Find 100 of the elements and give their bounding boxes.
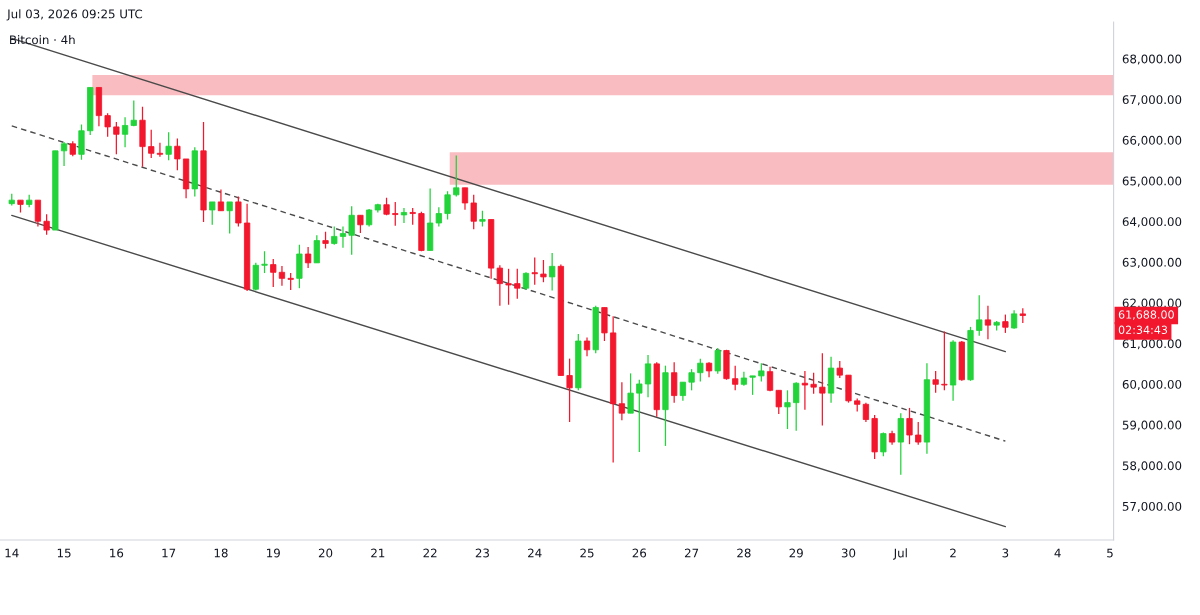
x-tick-label: 24 xyxy=(528,548,542,558)
candlestick xyxy=(435,206,442,228)
candlestick xyxy=(130,99,137,127)
candlestick xyxy=(444,190,451,221)
candlestick xyxy=(732,365,739,391)
x-tick-label: 14 xyxy=(5,548,19,558)
x-tick-label: 21 xyxy=(371,548,385,558)
x-tick-label: 27 xyxy=(684,548,699,558)
chart-subtitle: Jul 03, 2026 09:25 UTC xyxy=(6,9,143,21)
candlestick xyxy=(148,129,155,159)
y-tick-label: 59,000.00 xyxy=(1122,420,1182,431)
candlestick xyxy=(313,234,320,264)
x-tick-label: 15 xyxy=(57,548,71,558)
candlestick xyxy=(400,207,408,224)
y-tick-label: 58,000.00 xyxy=(1122,461,1182,472)
candlestick xyxy=(801,370,809,411)
candlestick xyxy=(671,361,678,404)
candlestick xyxy=(270,258,277,288)
x-tick-label: 4 xyxy=(1054,548,1061,558)
candlestick xyxy=(453,154,460,198)
candlestick xyxy=(60,141,68,167)
text: Bitcoin · 4h xyxy=(10,35,75,45)
candlestick xyxy=(819,352,826,427)
candlestick xyxy=(156,142,164,158)
candlestick xyxy=(331,225,338,246)
candlestick xyxy=(226,201,233,235)
candlestick xyxy=(113,121,120,155)
candlestick xyxy=(261,250,268,274)
y-tick-label: 62,000.00 xyxy=(1122,298,1182,309)
candlestick xyxy=(644,354,652,398)
candlestick xyxy=(618,381,625,421)
candlestick xyxy=(78,123,85,161)
candlestick xyxy=(758,362,765,383)
text: 02:34:43 xyxy=(1118,325,1168,335)
candlestick xyxy=(392,201,399,227)
candlestick xyxy=(1010,309,1018,330)
y-tick-label: 64,000.00 xyxy=(1122,217,1182,228)
x-tick-label: 25 xyxy=(580,548,594,558)
candlestick xyxy=(697,358,704,383)
candlestick xyxy=(505,268,512,306)
candlestick xyxy=(583,336,591,357)
candlestick xyxy=(540,259,547,283)
candlestick xyxy=(941,330,948,391)
candlestick xyxy=(217,188,225,212)
y-tick-label: 63,000.00 xyxy=(1122,257,1182,268)
y-tick-label: 57,000.00 xyxy=(1122,501,1182,513)
candlestick xyxy=(627,372,634,414)
candlestick xyxy=(339,225,347,249)
candlestick xyxy=(897,412,904,476)
candlestick xyxy=(810,372,817,395)
candlestick xyxy=(775,389,782,415)
y-tick-label: 67,000.00 xyxy=(1122,95,1182,106)
x-tick-label: Jul xyxy=(893,548,907,560)
y-tick-label: 68,000.00 xyxy=(1122,54,1182,65)
y-tick-label: 61,000.00 xyxy=(1122,339,1182,350)
candlestick xyxy=(1002,313,1009,334)
candlestick xyxy=(496,264,503,307)
x-tick-label: 19 xyxy=(267,548,280,558)
candlestick xyxy=(932,370,939,394)
x-tick-label: 5 xyxy=(1107,548,1113,558)
candlestick xyxy=(209,201,216,226)
candlestick xyxy=(174,137,181,171)
x-tick-label: 17 xyxy=(162,548,176,558)
y-tick-label: 65,000.00 xyxy=(1122,176,1182,187)
y-tick-label: 60,000.00 xyxy=(1122,379,1182,391)
x-tick-label: 20 xyxy=(318,548,333,558)
candlestick xyxy=(121,116,129,148)
candlestick xyxy=(104,112,111,138)
x-tick-label: 18 xyxy=(214,548,228,558)
y-tick-label: 66,000.00 xyxy=(1122,135,1182,146)
candlestick xyxy=(43,213,50,236)
candlestick xyxy=(984,305,992,340)
x-tick-label: 26 xyxy=(632,548,647,558)
x-tick-label: 28 xyxy=(737,548,751,558)
x-tick-label: 16 xyxy=(110,548,124,558)
candlestick xyxy=(470,194,477,230)
candlestick xyxy=(278,265,286,287)
candlestick xyxy=(793,381,800,432)
x-tick-label: 29 xyxy=(789,548,803,558)
candlestick xyxy=(862,402,870,423)
text: 61,688.00 xyxy=(1118,310,1174,320)
candlestick xyxy=(636,379,643,453)
candlestick xyxy=(679,381,687,402)
candlestick xyxy=(549,252,556,292)
candlestick xyxy=(976,294,983,337)
candlestick xyxy=(915,421,922,446)
candlestick xyxy=(906,407,913,445)
candlestick xyxy=(461,187,469,211)
candlestick xyxy=(235,195,242,228)
candlestick xyxy=(348,205,355,256)
candlestick xyxy=(566,358,573,423)
x-tick-label: 3 xyxy=(1002,548,1009,558)
candlestick xyxy=(304,246,312,269)
x-tick-label: 23 xyxy=(475,548,489,558)
candlestick xyxy=(784,389,791,430)
candlestick xyxy=(514,268,521,300)
x-tick-label: 22 xyxy=(423,548,437,558)
candlestick xyxy=(688,368,695,391)
candlestick xyxy=(34,199,42,228)
candlestick xyxy=(252,262,259,292)
